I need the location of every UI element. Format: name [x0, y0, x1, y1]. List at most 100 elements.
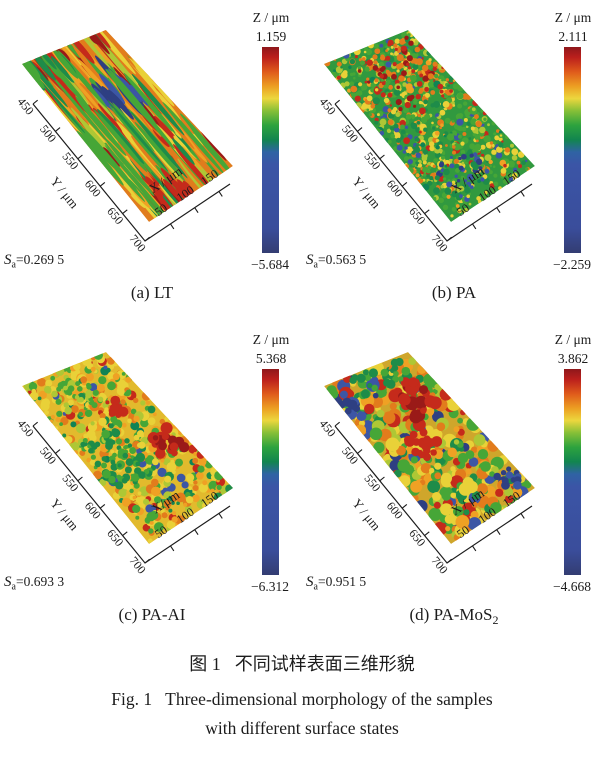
y-tick [334, 421, 340, 427]
y-tick [424, 209, 430, 215]
y-tick-label: 600 [82, 177, 104, 200]
z-axis-label: Z / μm [253, 10, 290, 25]
x-tick [218, 191, 223, 197]
y-tick-label: 500 [37, 122, 59, 145]
x-tick [218, 513, 223, 519]
y-tick [32, 99, 38, 105]
surface-texture [324, 352, 535, 544]
y-tick-label: 700 [429, 232, 451, 255]
sa-roughness-label: Sa=0.951 5 [306, 574, 366, 593]
x-tick [472, 545, 477, 552]
x-tick [520, 191, 525, 197]
y-tick [99, 503, 106, 509]
y-axis-label: Y / μm [47, 496, 81, 534]
panel-caption: (d) PA-MoS2 [410, 605, 499, 627]
z-axis-label: Z / μm [253, 332, 290, 347]
y-tick-label: 500 [339, 444, 361, 467]
sa-roughness-label: Sa=0.563 5 [306, 252, 366, 271]
y-tick-label: 650 [104, 204, 126, 227]
panel-caption: (a) LT [131, 283, 174, 302]
x-tick [194, 207, 199, 213]
colorbar: Z / μm 1.159 −5.684 [251, 10, 290, 272]
y-tick [446, 558, 452, 564]
caption-en-line2: with different surface states [205, 718, 399, 738]
y-tick-label: 700 [127, 232, 149, 255]
y-tick [379, 476, 385, 482]
y-tick [144, 236, 150, 242]
y-tick-label: 600 [384, 177, 406, 200]
colorbar: Z / μm 2.111 −2.259 [553, 10, 592, 272]
y-tick-label: 550 [59, 472, 81, 495]
y-tick-label: 500 [37, 444, 59, 467]
y-axis-label: Y / μm [349, 174, 383, 212]
z-axis-label: Z / μm [555, 332, 592, 347]
colorbar: Z / μm 5.368 −6.312 [251, 332, 290, 594]
surface-texture [22, 352, 233, 544]
panel-caption: (b) PA [432, 283, 477, 302]
y-tick [334, 99, 340, 105]
colorbar-max-value: 2.111 [558, 29, 587, 44]
x-tick [496, 207, 501, 213]
y-tick-label: 650 [406, 204, 428, 227]
colorbar-min-value: −6.312 [251, 579, 289, 594]
y-axis-label: Y / μm [47, 174, 81, 212]
colorbar-gradient [564, 369, 581, 575]
y-tick-label: 600 [384, 499, 406, 522]
colorbar-max-value: 3.862 [558, 351, 588, 366]
y-tick-label: 550 [59, 150, 81, 173]
panel-b-pa: 450 500 550 600 650 700 Y / μm 50 100 150 X / μm Z … [302, 0, 604, 322]
y-tick [77, 154, 83, 160]
y-tick-label: 550 [361, 472, 383, 495]
colorbar-gradient [262, 47, 279, 253]
panel-a-lt: 450 500 550 600 650 700 Y / μm 50 100 150 X / μm Z … [0, 0, 302, 322]
caption-en-label: Fig. 1 [111, 689, 153, 709]
sa-roughness-label: Sa=0.269 5 [4, 252, 64, 271]
panel-c-pa-ai: 450 500 550 600 650 700 Y / μm 50 100 150 X/μm Z / … [0, 322, 302, 644]
y-tick [424, 531, 430, 537]
y-tick-label: 600 [82, 499, 104, 522]
y-tick [144, 558, 150, 564]
y-tick-label: 650 [406, 526, 428, 549]
y-tick-label: 450 [317, 417, 339, 440]
x-tick [472, 223, 477, 230]
surface-texture [324, 30, 535, 222]
y-tick [357, 127, 363, 132]
y-tick [401, 181, 408, 187]
y-tick-label: 450 [15, 95, 37, 118]
colorbar: Z / μm 3.862 −4.668 [553, 332, 592, 594]
caption-zh-label: 图 1 [189, 654, 221, 674]
y-tick [122, 209, 128, 215]
caption-en-line1: Fig. 1 Three-dimensional morphology of th… [0, 688, 604, 710]
colorbar-max-value: 5.368 [256, 351, 287, 366]
panel-caption: (c) PA-AI [119, 605, 186, 624]
caption-en-text: Three-dimensional morphology of the samp… [165, 689, 493, 709]
y-tick [99, 181, 106, 187]
figure-caption: 图 1 不同试样表面三维形貌 Fig. 1 Three-dimensional mo… [0, 652, 604, 739]
colorbar-min-value: −5.684 [251, 257, 289, 272]
y-tick [77, 476, 83, 482]
colorbar-min-value: −2.259 [553, 257, 591, 272]
caption-zh: 图 1 不同试样表面三维形貌 [0, 652, 604, 676]
panel-d-pa-mos2: 450 500 550 600 650 700 Y / μm 50 100 150 X / μm Z … [302, 322, 604, 644]
y-axis-label: Y / μm [349, 496, 383, 534]
y-tick [55, 449, 61, 454]
colorbar-max-value: 1.159 [256, 29, 287, 44]
y-tick [122, 531, 128, 537]
x-tick [496, 529, 501, 535]
y-tick [357, 449, 363, 454]
x-tick [194, 529, 199, 535]
x-tick [520, 513, 525, 519]
y-tick [401, 503, 408, 509]
y-tick [55, 127, 61, 132]
y-tick-label: 650 [104, 526, 126, 549]
y-tick-label: 450 [15, 417, 37, 440]
caption-zh-text: 不同试样表面三维形貌 [234, 654, 415, 674]
x-tick [170, 545, 175, 552]
sa-roughness-label: Sa=0.693 3 [4, 574, 64, 593]
y-tick [32, 421, 38, 427]
y-tick [379, 154, 385, 160]
